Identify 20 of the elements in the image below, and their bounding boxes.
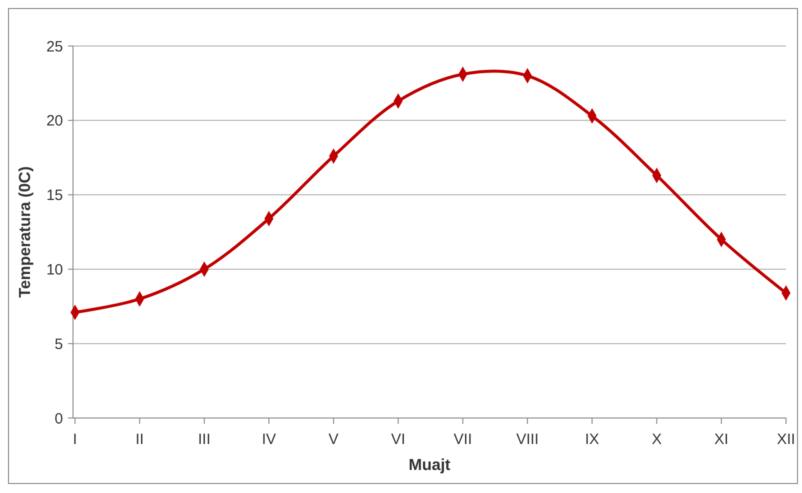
x-tick-label: VIII — [516, 431, 539, 448]
x-tick-label: V — [328, 431, 339, 448]
x-tick-label: XII — [776, 431, 796, 448]
x-tick-label: IV — [262, 431, 276, 448]
y-tick-label: 25 — [46, 38, 63, 56]
y-axis-title: Temperatura (0C) — [17, 166, 34, 298]
y-tick-label: 20 — [46, 112, 63, 130]
x-tick-label: II — [135, 431, 144, 448]
y-tick-label: 0 — [54, 410, 63, 428]
y-tick-label: 5 — [54, 336, 63, 353]
x-tick-label: X — [652, 431, 662, 448]
x-axis-title: Muajt — [408, 457, 452, 474]
x-tick-label: IX — [584, 431, 600, 448]
x-tick-label: VII — [454, 431, 472, 448]
y-tick-label: 10 — [46, 261, 63, 278]
x-tick-label: III — [198, 431, 211, 448]
y-tick-label: 15 — [46, 187, 63, 204]
x-tick-label: XI — [714, 431, 728, 448]
x-tick-label: VI — [391, 431, 406, 448]
x-tick-label: I — [72, 431, 78, 448]
